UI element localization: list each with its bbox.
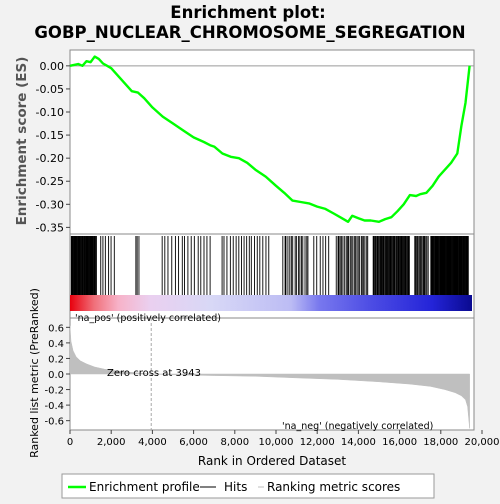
x-tick-label: 8,000	[220, 437, 249, 448]
es-tick-label: -0.30	[36, 198, 64, 211]
es-tick-label: -0.10	[36, 106, 64, 119]
x-tick-label: 10,000	[259, 437, 294, 448]
x-tick-label: 0	[67, 437, 73, 448]
metric-tick-label: 0.2	[48, 354, 64, 365]
es-tick-label: 0.00	[40, 60, 65, 73]
x-tick-label: 16,000	[382, 437, 417, 448]
x-axis-title: Rank in Ordered Dataset	[198, 454, 346, 468]
metric-axis-title: Ranked list metric (PreRanked)	[28, 288, 41, 458]
x-tick-label: 20,000	[465, 437, 500, 448]
metric-y-ticks: 0.6 0.4 0.2 0.0 -0.2 -0.4 -0.6	[44, 323, 70, 428]
pos-correlated-label: 'na_pos' (positively correlated)	[75, 313, 221, 324]
metric-tick-label: 0.6	[48, 323, 64, 334]
es-curve	[69, 55, 471, 224]
metric-tick-label: -0.4	[44, 401, 64, 412]
es-curve-group	[69, 55, 471, 224]
es-tick-label: -0.25	[36, 175, 64, 188]
x-tick-label: 14,000	[341, 437, 376, 448]
es-tick-label: -0.05	[36, 83, 64, 96]
legend-box	[61, 473, 435, 499]
x-axis-ticks: 0 2,000 4,000 6,000 8,000 10,000 12,000 14,000 1…	[67, 430, 500, 448]
metric-tick-label: -0.6	[44, 417, 64, 428]
neg-correlated-label: 'na_neg' (negatively correlated)	[282, 421, 433, 432]
x-tick-label: 2,000	[97, 437, 126, 448]
metric-tick-label: 0.4	[48, 339, 64, 350]
x-tick-label: 6,000	[179, 437, 208, 448]
es-tick-label: -0.15	[36, 129, 64, 142]
zero-cross-label: Zero cross at 3943	[107, 368, 201, 379]
x-tick-label: 12,000	[300, 437, 335, 448]
metric-tick-label: -0.2	[44, 386, 64, 397]
x-tick-label: 4,000	[138, 437, 167, 448]
chart-title-line1: Enrichment plot:	[170, 3, 325, 22]
x-tick-label: 18,000	[423, 437, 458, 448]
es-y-ticks: 0.00 -0.05 -0.10 -0.15 -0.20 -0.25 -0.30 -0.35	[36, 60, 70, 234]
metric-area	[70, 325, 470, 429]
legend-label-es: Enrichment profile	[89, 480, 200, 494]
metric-tick-label: 0.0	[48, 370, 64, 381]
metric-area-group	[70, 318, 470, 430]
legend-label-metric: Ranking metric scores	[267, 480, 400, 494]
es-panel	[69, 49, 475, 235]
legend-label-hits: Hits	[224, 480, 247, 494]
chart-title-line2: GOBP_NUCLEAR_CHROMOSOME_SEGREGATION	[34, 23, 465, 42]
es-tick-label: -0.20	[36, 152, 64, 165]
rank-color-bar	[70, 295, 472, 311]
es-tick-label: -0.35	[36, 221, 64, 234]
hit-markers	[70, 236, 469, 295]
es-axis-title: Enrichment score (ES)	[14, 57, 30, 226]
